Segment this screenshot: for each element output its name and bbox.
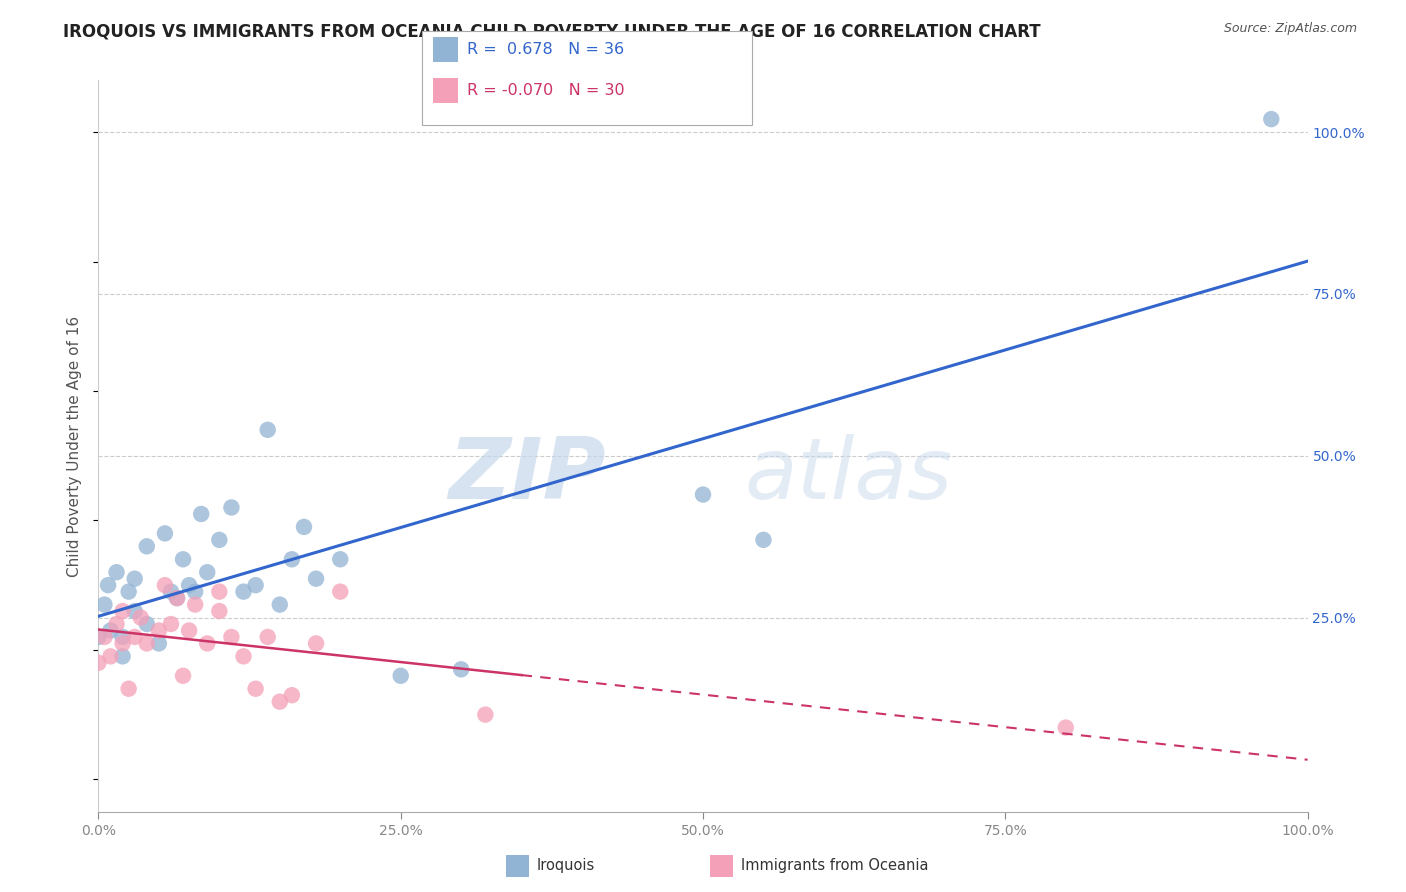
Point [160,617,183,632]
Point [129,610,152,624]
Point [256,630,278,644]
Point [232,649,254,664]
Point [474,707,496,722]
Point [93,630,115,644]
Point [100,624,122,638]
Point [245,681,267,696]
Point [245,578,267,592]
Point [100,649,122,664]
Point [160,584,183,599]
Point [179,624,201,638]
Point [87,656,110,670]
Point [184,584,207,599]
Point [118,681,141,696]
Point [221,500,243,515]
Point [111,649,134,664]
Point [281,552,304,566]
Point [93,598,115,612]
Text: R = -0.070   N = 30: R = -0.070 N = 30 [467,83,624,97]
Y-axis label: Child Poverty Under the Age of 16: Child Poverty Under the Age of 16 [67,316,83,576]
Point [148,636,170,650]
Text: R =  0.678   N = 36: R = 0.678 N = 36 [467,42,624,56]
Point [1054,721,1077,735]
Point [105,566,128,580]
Point [124,630,146,644]
Point [305,636,328,650]
Point [124,572,146,586]
Point [450,662,472,676]
Point [1260,112,1282,127]
Point [179,578,201,592]
Point [166,591,188,606]
Point [111,636,134,650]
Point [135,617,157,632]
Point [292,520,315,534]
Point [135,636,157,650]
Point [389,669,412,683]
Point [166,591,188,606]
Point [135,539,157,553]
Point [87,630,110,644]
Text: ZIP: ZIP [449,434,606,516]
Point [269,695,291,709]
Point [111,604,134,618]
Point [208,604,231,618]
Point [105,617,128,632]
Point [195,566,218,580]
Point [148,624,170,638]
Point [118,584,141,599]
Point [269,598,291,612]
Point [221,630,243,644]
Point [184,598,207,612]
Text: atlas: atlas [744,434,952,516]
Text: Source: ZipAtlas.com: Source: ZipAtlas.com [1223,22,1357,36]
Point [208,533,231,547]
Point [329,584,352,599]
Point [256,423,278,437]
Point [692,487,714,501]
Point [752,533,775,547]
Point [195,636,218,650]
Text: Immigrants from Oceania: Immigrants from Oceania [741,858,928,872]
Point [281,688,304,702]
Text: IROQUOIS VS IMMIGRANTS FROM OCEANIA CHILD POVERTY UNDER THE AGE OF 16 CORRELATIO: IROQUOIS VS IMMIGRANTS FROM OCEANIA CHIL… [63,22,1040,40]
Point [153,526,176,541]
Point [329,552,352,566]
Point [190,507,212,521]
Text: Iroquois: Iroquois [537,858,595,872]
Point [153,578,176,592]
Point [111,630,134,644]
Point [232,584,254,599]
Point [172,669,194,683]
Point [305,572,328,586]
Point [172,552,194,566]
Point [97,578,120,592]
Point [124,604,146,618]
Point [208,584,231,599]
